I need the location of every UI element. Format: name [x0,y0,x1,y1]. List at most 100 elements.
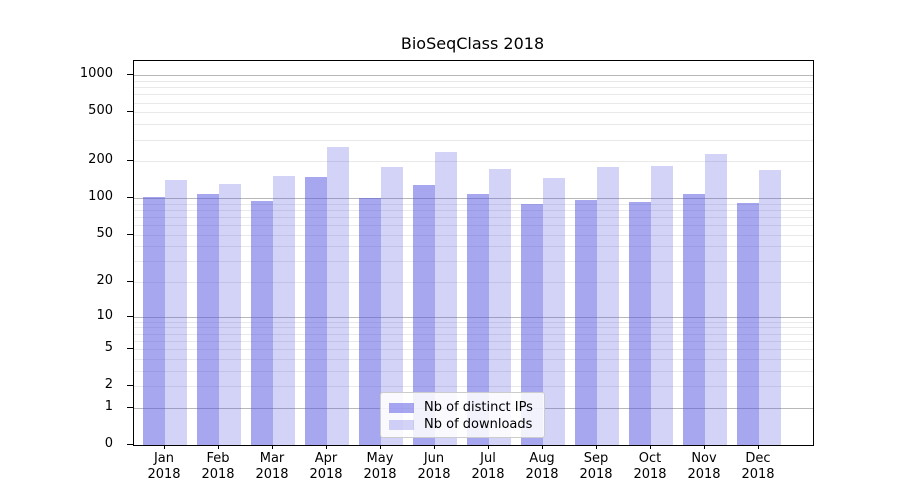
y-tick-label-500: 500 [88,103,113,119]
bar-downloads-dec [759,170,781,445]
bar-distinct-ips-apr [305,176,327,445]
bar-distinct-ips-nov [683,194,705,445]
x-tick-mark-oct [650,445,651,449]
x-tick-year: 2018 [633,467,667,482]
x-tick-label-dec: Dec 2018 [731,451,785,483]
x-tick-label-jun: Jun 2018 [407,451,461,483]
x-tick-month: Aug [529,451,555,466]
bar-downloads-feb [219,184,241,445]
bar-downloads-may [381,167,403,445]
y-tick-label-200: 200 [88,152,113,168]
x-tick-year: 2018 [255,467,289,482]
bar-downloads-oct [651,165,673,445]
x-tick-mark-nov [704,445,705,449]
x-tick-label-jul: Jul 2018 [461,451,515,483]
bar-downloads-sep [597,166,619,445]
x-tick-label-mar: Mar 2018 [245,451,299,483]
x-tick-year: 2018 [363,467,397,482]
x-tick-month: Dec [745,451,771,466]
legend-label-downloads: Nb of downloads [424,417,533,432]
y-tick-mark-1000 [127,74,133,76]
y-tick-mark-0 [127,444,133,445]
x-tick-month: Apr [314,451,338,466]
bar-distinct-ips-jan [143,196,165,445]
minor-gridline-200 [134,161,813,163]
x-tick-year: 2018 [741,467,775,482]
x-tick-label-feb: Feb 2018 [191,451,245,483]
y-tick-label-5: 5 [104,340,113,356]
x-tick-year: 2018 [687,467,721,482]
y-tick-label-100: 100 [88,189,113,205]
y-tick-mark-5 [127,348,133,350]
x-tick-month: Nov [691,451,717,466]
x-tick-year: 2018 [417,467,451,482]
x-tick-month: Feb [206,451,230,466]
major-gridline-1000 [134,75,813,77]
y-tick-label-50: 50 [96,225,113,241]
bar-distinct-ips-jun [413,185,435,445]
x-tick-mark-jan [164,445,165,449]
x-tick-mark-sep [596,445,597,449]
bar-distinct-ips-jul [467,194,489,445]
x-tick-label-aug: Aug 2018 [515,451,569,483]
bar-distinct-ips-feb [197,194,219,445]
bar-distinct-ips-mar [251,201,273,445]
y-tick-mark-10 [127,315,133,317]
y-tick-mark-200 [127,160,133,162]
bar-distinct-ips-oct [629,201,651,445]
legend: Nb of distinct IPs Nb of downloads [380,392,545,438]
x-tick-year: 2018 [579,467,613,482]
minor-gridline-700 [134,94,813,96]
minor-gridline-300 [134,139,813,141]
x-tick-year: 2018 [201,467,235,482]
x-tick-mark-aug [542,445,543,449]
minor-gridline-600 [134,102,813,104]
y-tick-mark-500 [127,111,133,113]
bar-downloads-mar [273,176,295,445]
legend-item-downloads: Nb of downloads [389,416,536,433]
minor-gridline-400 [134,124,813,126]
y-tick-label-0: 0 [104,436,113,451]
minor-gridline-800 [134,87,813,89]
x-tick-label-sep: Sep 2018 [569,451,623,483]
x-tick-label-oct: Oct 2018 [623,451,677,483]
y-tick-mark-100 [127,197,133,199]
y-tick-label-1: 1 [104,398,113,414]
legend-item-distinct-ips: Nb of distinct IPs [389,399,536,416]
bar-downloads-jan [165,180,187,445]
x-tick-month: May [366,451,394,466]
x-tick-mark-may [380,445,381,449]
x-tick-month: Oct [638,451,662,466]
x-tick-mark-dec [758,445,759,449]
x-tick-month: Mar [259,451,285,466]
y-tick-label-20: 20 [96,273,113,289]
x-tick-mark-mar [272,445,273,449]
x-tick-month: Jun [423,451,445,466]
legend-swatch-distinct-ips [389,402,414,413]
legend-swatch-downloads [389,419,414,430]
bar-downloads-nov [705,153,727,445]
plot-area: Nb of distinct IPs Nb of downloads [133,60,814,446]
x-tick-year: 2018 [471,467,505,482]
bar-distinct-ips-dec [737,203,759,445]
legend-label-distinct-ips: Nb of distinct IPs [424,400,533,415]
bar-downloads-jun [435,151,457,445]
y-tick-mark-1 [127,406,133,408]
x-tick-month: Jul [480,451,496,466]
y-tick-label-10: 10 [96,307,113,323]
y-tick-label-2: 2 [104,377,113,393]
bar-downloads-jul [489,169,511,445]
bar-distinct-ips-may [359,197,381,445]
y-tick-mark-2 [127,385,133,387]
bar-distinct-ips-sep [575,199,597,445]
y-tick-mark-50 [127,233,133,235]
y-tick-mark-20 [127,281,133,283]
x-tick-label-apr: Apr 2018 [299,451,353,483]
x-tick-year: 2018 [309,467,343,482]
x-tick-mark-apr [326,445,327,449]
y-tick-label-1000: 1000 [79,66,113,82]
bar-distinct-ips-aug [521,203,543,445]
x-tick-label-jan: Jan 2018 [137,451,191,483]
chart-title: BioSeqClass 2018 [400,34,545,53]
